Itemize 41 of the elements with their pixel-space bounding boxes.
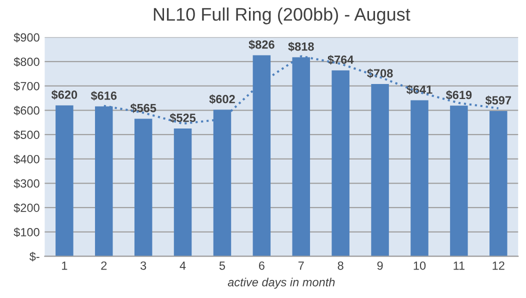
y-tick-label: $400: [14, 154, 40, 164]
y-tick-label: $600: [14, 106, 40, 116]
data-label: $826: [248, 40, 274, 50]
x-axis-title: active days in month: [228, 278, 335, 289]
chart-title: NL10 Full Ring (200bb) - August: [154, 8, 410, 24]
x-tick-label: 4: [180, 262, 186, 270]
y-tick-label: $-: [29, 252, 40, 262]
y-tick-label: $500: [14, 130, 40, 140]
x-tick-label: 6: [259, 261, 264, 270]
y-tick-label: $100: [14, 227, 40, 238]
data-label: $764: [328, 54, 354, 65]
x-tick-label: 2: [101, 261, 107, 270]
x-tick-label: 8: [338, 261, 344, 270]
bar: [174, 128, 192, 256]
data-label: $597: [485, 96, 511, 106]
data-label: $565: [130, 103, 156, 114]
x-tick-label: 12: [492, 261, 504, 270]
y-tick-label: $900: [14, 32, 40, 42]
bar: [410, 100, 428, 256]
x-tick-label: 5: [219, 262, 226, 270]
bar: [56, 105, 74, 256]
bar: [371, 84, 389, 256]
data-label: $602: [209, 94, 235, 104]
bar: [134, 118, 152, 256]
x-tick-label: 10: [414, 261, 426, 270]
y-tick-label: $300: [14, 178, 40, 188]
x-tick-label: 3: [140, 261, 146, 270]
x-tick-label: 9: [377, 261, 383, 270]
data-label: $619: [446, 90, 472, 100]
data-label: $708: [367, 68, 393, 78]
bar: [332, 70, 350, 256]
y-tick-label: $700: [14, 81, 40, 92]
x-tick-label: 11: [454, 262, 464, 270]
x-tick-label: 1: [62, 262, 68, 270]
data-label: $616: [90, 90, 117, 101]
data-label: $620: [51, 90, 78, 100]
y-tick-label: $200: [14, 203, 40, 213]
y-tick-label: $800: [14, 57, 40, 67]
data-label: $818: [288, 42, 314, 52]
data-label: $525: [170, 113, 196, 123]
x-tick-label: 7: [298, 262, 304, 270]
